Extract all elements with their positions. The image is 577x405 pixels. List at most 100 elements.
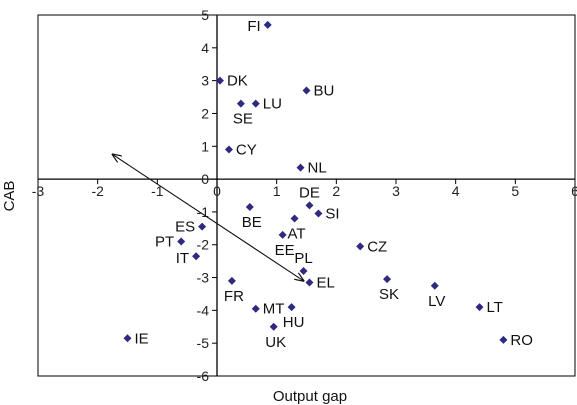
data-point: BU xyxy=(302,82,335,99)
point-marker xyxy=(227,276,236,285)
y-tick-label: -6 xyxy=(197,368,210,384)
point-marker xyxy=(123,334,132,343)
point-label: ES xyxy=(175,219,195,236)
y-tick-label: 1 xyxy=(201,138,209,154)
data-point: FR xyxy=(224,276,244,305)
point-label: DE xyxy=(299,184,320,201)
data-point: NL xyxy=(296,160,327,177)
point-label: AT xyxy=(288,225,306,242)
point-marker xyxy=(224,145,233,154)
point-label: LT xyxy=(487,299,503,316)
arrow-layer xyxy=(113,154,304,280)
data-point: EE xyxy=(275,230,295,259)
trend-arrow xyxy=(113,154,304,280)
points-layer: FI DK BU LU SE CY NL DE SI BE AT ES EE CZ PT PL IT EL FR SK… xyxy=(123,18,533,351)
data-point: DE xyxy=(299,184,320,210)
point-marker xyxy=(302,86,311,95)
x-tick-label: 0 xyxy=(213,183,221,199)
point-label: EE xyxy=(275,242,295,259)
point-label: HU xyxy=(283,314,305,331)
x-tick-label: -3 xyxy=(32,183,45,199)
point-label: UK xyxy=(265,334,286,351)
point-marker xyxy=(192,252,201,261)
point-marker xyxy=(314,209,323,218)
data-point: LV xyxy=(428,281,445,310)
x-tick-label: -2 xyxy=(91,183,104,199)
y-tick-label: -5 xyxy=(197,335,210,351)
y-tick-label: 0 xyxy=(201,171,209,187)
point-marker xyxy=(305,201,314,210)
x-tick-label: 2 xyxy=(332,183,340,199)
point-label: SK xyxy=(379,286,399,303)
point-marker xyxy=(499,335,508,344)
point-marker xyxy=(287,303,296,312)
point-label: CY xyxy=(236,142,257,159)
point-label: IE xyxy=(135,330,149,347)
point-label: LV xyxy=(428,293,445,310)
point-label: LU xyxy=(263,96,282,113)
point-label: BU xyxy=(314,82,335,99)
data-point: IT xyxy=(176,250,201,267)
point-marker xyxy=(263,20,272,29)
point-label: PT xyxy=(155,233,174,250)
point-marker xyxy=(305,278,314,287)
data-point: SK xyxy=(379,275,399,303)
point-marker xyxy=(278,230,287,239)
point-label: RO xyxy=(510,332,533,349)
point-marker xyxy=(383,275,392,284)
data-point: AT xyxy=(288,214,306,242)
x-axis-title: Output gap xyxy=(273,388,347,405)
point-marker xyxy=(290,214,299,223)
data-point: PL xyxy=(294,250,313,275)
point-label: DK xyxy=(227,73,248,90)
point-label: EL xyxy=(316,274,334,291)
x-tick-label: 4 xyxy=(452,183,460,199)
y-tick-label: 5 xyxy=(201,7,209,23)
data-point: FI xyxy=(247,18,272,35)
data-point: DK xyxy=(215,73,248,90)
data-point: LT xyxy=(475,299,503,316)
data-point: SE xyxy=(233,99,253,128)
y-tick-label: -2 xyxy=(197,237,210,253)
y-axis-title: CAB xyxy=(1,181,18,212)
point-marker xyxy=(296,163,305,172)
y-tick-label: -4 xyxy=(197,302,210,318)
data-point: IE xyxy=(123,330,149,347)
data-point: BE xyxy=(242,202,262,231)
point-marker xyxy=(251,99,260,108)
data-point: EL xyxy=(305,274,335,291)
y-tick-label: 2 xyxy=(201,105,209,121)
y-tick-label: -3 xyxy=(197,270,210,286)
data-point: CY xyxy=(224,142,257,159)
point-label: CZ xyxy=(367,238,387,255)
point-label: SE xyxy=(233,111,253,128)
x-tick-label: -1 xyxy=(151,183,164,199)
point-marker xyxy=(251,304,260,313)
point-marker xyxy=(198,222,207,231)
y-tick-label: 4 xyxy=(201,40,209,56)
point-marker xyxy=(269,322,278,331)
point-marker xyxy=(356,242,365,251)
point-marker xyxy=(215,76,224,85)
data-point: MT xyxy=(251,301,285,318)
point-label: MT xyxy=(263,301,285,318)
data-point: UK xyxy=(265,322,286,351)
point-marker xyxy=(475,303,484,312)
x-tick-label: 3 xyxy=(392,183,400,199)
point-marker xyxy=(430,281,439,290)
point-marker xyxy=(245,202,254,211)
point-label: FR xyxy=(224,288,244,305)
data-point: LU xyxy=(251,96,282,113)
data-point: CZ xyxy=(356,238,387,255)
y-tick-label: 3 xyxy=(201,73,209,89)
x-tick-label: 6 xyxy=(571,183,577,199)
point-label: NL xyxy=(308,160,327,177)
point-marker xyxy=(236,99,245,108)
point-label: FI xyxy=(247,18,260,35)
data-point: SI xyxy=(314,206,340,223)
point-label: BE xyxy=(242,214,262,231)
data-point: HU xyxy=(283,303,305,331)
data-point: RO xyxy=(499,332,533,349)
data-point: PT xyxy=(155,233,186,250)
